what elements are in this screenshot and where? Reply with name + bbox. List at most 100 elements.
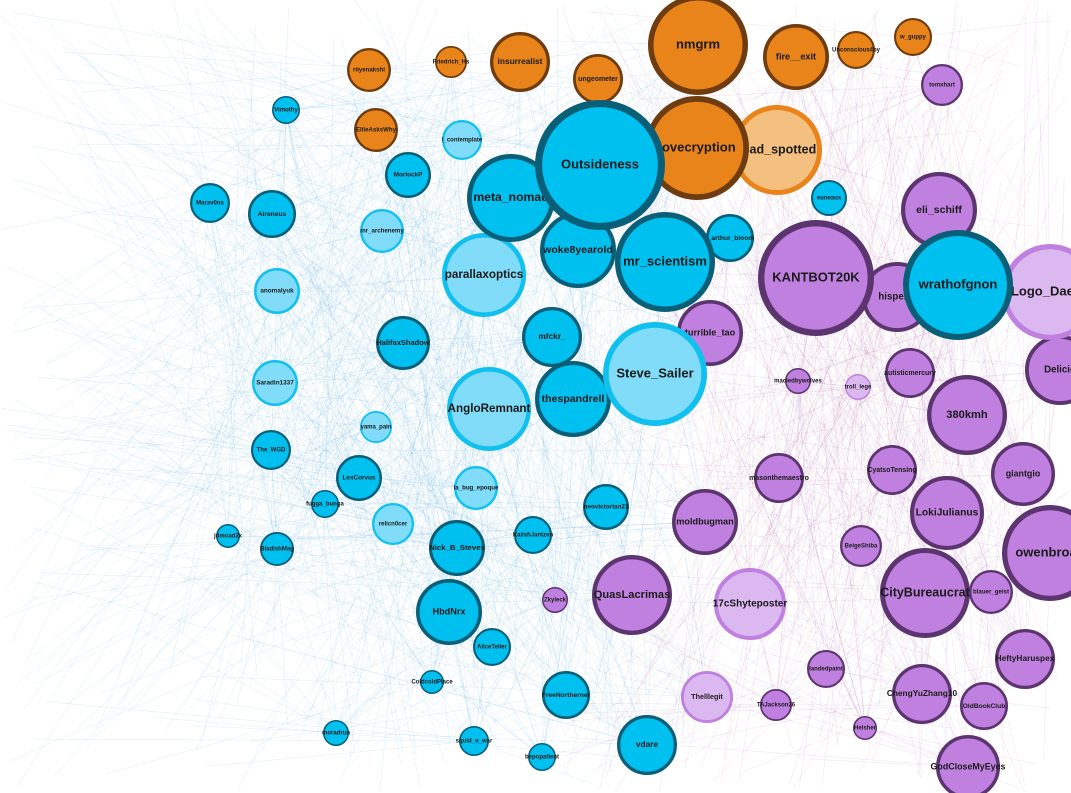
edge	[10, 202, 211, 644]
edge	[335, 398, 483, 734]
edge	[66, 548, 278, 705]
edge	[33, 581, 648, 746]
edge	[749, 603, 998, 713]
edge	[285, 99, 412, 111]
edge	[285, 109, 357, 431]
node	[442, 119, 483, 160]
edge	[784, 528, 923, 695]
edge	[1022, 13, 1026, 475]
edge	[729, 237, 861, 461]
edge	[749, 155, 760, 605]
edge	[55, 271, 648, 746]
node	[853, 716, 877, 740]
edge	[131, 445, 543, 758]
node-label: nmgrm	[676, 36, 720, 51]
edge	[324, 219, 334, 505]
node-label: tomxhart	[929, 83, 955, 89]
node	[513, 515, 552, 554]
edge	[209, 202, 328, 641]
node	[758, 220, 875, 337]
node-label: mr_scientism	[623, 253, 707, 268]
edge	[441, 599, 556, 754]
edge	[738, 277, 817, 782]
edge	[749, 109, 884, 605]
edge	[164, 274, 485, 636]
node	[251, 430, 292, 471]
edge	[725, 149, 778, 428]
edge	[250, 336, 553, 422]
edge	[675, 296, 898, 497]
edge	[476, 336, 553, 565]
edge	[799, 49, 857, 648]
node	[542, 587, 568, 613]
node-label: relicn0cer	[379, 522, 408, 528]
edge	[64, 548, 278, 665]
edge	[803, 84, 943, 123]
edge	[324, 409, 658, 505]
edge	[570, 704, 777, 721]
edge	[678, 477, 780, 629]
edge	[227, 351, 394, 537]
node-label: 17cShyteposter	[713, 599, 788, 610]
edge	[99, 408, 490, 486]
node	[960, 682, 1009, 731]
node-label: woke8yearold	[542, 244, 613, 256]
edge	[236, 69, 370, 706]
node-label: LexCorvus	[343, 475, 376, 482]
edge	[203, 76, 377, 428]
edge	[135, 523, 394, 640]
edge	[285, 109, 371, 664]
node	[648, 0, 748, 95]
edge	[635, 219, 648, 746]
edge	[9, 32, 433, 683]
node-label: vdare	[636, 739, 659, 749]
edge	[249, 27, 383, 232]
edge	[375, 129, 560, 545]
edge	[563, 398, 574, 721]
edge	[407, 174, 445, 410]
edge	[32, 342, 404, 658]
edge	[736, 433, 948, 514]
edge	[795, 56, 969, 427]
edge	[456, 528, 673, 549]
edge	[204, 274, 485, 298]
node-label: autisticmercury	[884, 370, 936, 377]
edge	[270, 80, 463, 451]
node-label: wrathofgnon	[918, 276, 998, 291]
edge	[62, 46, 485, 276]
edge	[673, 693, 923, 745]
edge	[106, 136, 490, 410]
edge	[341, 38, 404, 344]
edge	[104, 177, 556, 601]
node-label: eli_schiff	[916, 204, 962, 216]
node-label: ChengYuZhang10	[887, 688, 958, 698]
edge	[335, 656, 547, 734]
edge	[276, 167, 458, 550]
edge	[629, 381, 985, 707]
edge	[738, 268, 866, 729]
edge	[77, 61, 521, 610]
edge	[274, 107, 445, 384]
edge	[108, 109, 287, 234]
edge	[407, 174, 442, 598]
edge	[92, 197, 512, 740]
edge	[123, 290, 278, 700]
edge	[162, 38, 567, 696]
edge	[746, 336, 926, 594]
node	[473, 627, 512, 666]
edge	[100, 579, 337, 734]
edge	[164, 296, 475, 742]
edge	[757, 473, 1024, 538]
edge	[439, 534, 534, 674]
node-label: yama_pain	[360, 425, 391, 431]
edge	[39, 572, 633, 596]
edge	[476, 599, 556, 603]
edge	[311, 560, 633, 596]
edge	[56, 290, 278, 391]
edge	[271, 213, 556, 699]
edge	[183, 342, 404, 706]
edge	[285, 109, 610, 734]
edge	[249, 694, 567, 742]
node	[360, 411, 393, 444]
node	[810, 180, 847, 217]
